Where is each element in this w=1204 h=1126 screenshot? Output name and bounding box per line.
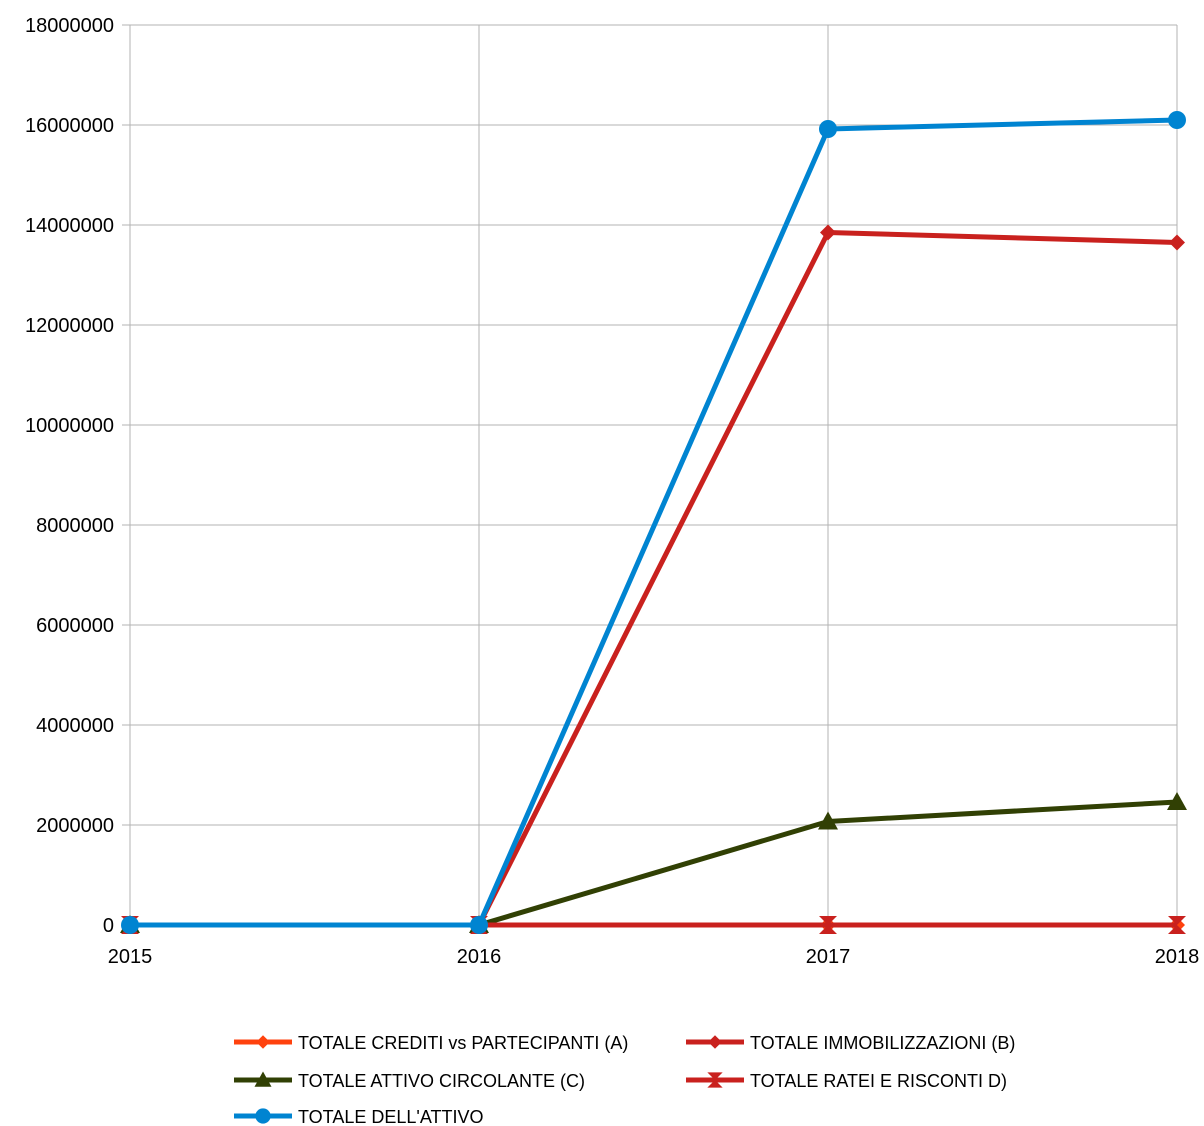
legend-item-1: TOTALE CREDITI vs PARTECIPANTI (A)	[234, 1033, 628, 1053]
legend-item-2: TOTALE IMMOBILIZZAZIONI (B)	[686, 1033, 1015, 1053]
series-lines	[120, 111, 1187, 934]
data-point	[1167, 792, 1187, 810]
legend-label: TOTALE ATTIVO CIRCOLANTE (C)	[298, 1071, 585, 1091]
legend-swatch-marker	[256, 1035, 270, 1049]
data-point	[1169, 234, 1185, 251]
series-5	[121, 111, 1186, 934]
series-line	[130, 230, 1178, 928]
legend-swatch-marker	[707, 1072, 723, 1088]
legend-label: TOTALE CREDITI vs PARTECIPANTI (A)	[298, 1033, 628, 1053]
data-point	[819, 916, 837, 934]
x-tick-labels: 2015 2016 2017 2018	[108, 946, 1200, 968]
data-point	[1168, 916, 1186, 934]
grid-lines	[129, 24, 1178, 926]
y-tick-label: 14000000	[25, 215, 114, 237]
legend-item-3: TOTALE ATTIVO CIRCOLANTE (C)	[234, 1071, 585, 1091]
x-tick-label: 2018	[1155, 946, 1200, 968]
legend-label: TOTALE RATEI E RISCONTI D)	[750, 1071, 1007, 1091]
y-tick-label: 18000000	[25, 15, 114, 37]
y-tick-label: 0	[103, 915, 114, 937]
y-tick-label: 4000000	[36, 715, 114, 737]
y-tick-labels: 0 2000000 4000000 6000000 8000000 10000000 120…	[25, 15, 114, 937]
legend-swatch-marker	[708, 1035, 722, 1049]
y-tick-label: 8000000	[36, 515, 114, 537]
data-point	[121, 916, 139, 934]
legend-item-5: TOTALE DELL'ATTIVO	[234, 1107, 483, 1126]
y-tick-label: 16000000	[25, 115, 114, 137]
axes	[122, 24, 1178, 933]
legend-item-4: TOTALE RATEI E RISCONTI D)	[686, 1071, 1007, 1091]
legend-label: TOTALE IMMOBILIZZAZIONI (B)	[750, 1033, 1015, 1053]
series-line	[130, 117, 1178, 928]
series-2	[122, 224, 1185, 933]
y-tick-label: 12000000	[25, 315, 114, 337]
data-point	[820, 224, 836, 241]
y-tick-label: 2000000	[36, 815, 114, 837]
y-tick-label: 10000000	[25, 415, 114, 437]
legend-swatch-marker	[255, 1108, 271, 1124]
legend-label: TOTALE DELL'ATTIVO	[298, 1107, 483, 1126]
legend: TOTALE CREDITI vs PARTECIPANTI (A) TOTALE…	[234, 1033, 1015, 1126]
x-tick-label: 2015	[108, 946, 153, 968]
series-line	[130, 799, 1178, 928]
x-tick-label: 2016	[457, 946, 502, 968]
legend-swatch-marker	[254, 1071, 272, 1087]
series-3	[120, 792, 1187, 933]
y-tick-label: 6000000	[36, 615, 114, 637]
x-tick-label: 2017	[806, 946, 851, 968]
data-point	[819, 120, 837, 138]
data-point	[1168, 111, 1186, 129]
data-point	[470, 916, 488, 934]
data-point	[818, 811, 838, 830]
